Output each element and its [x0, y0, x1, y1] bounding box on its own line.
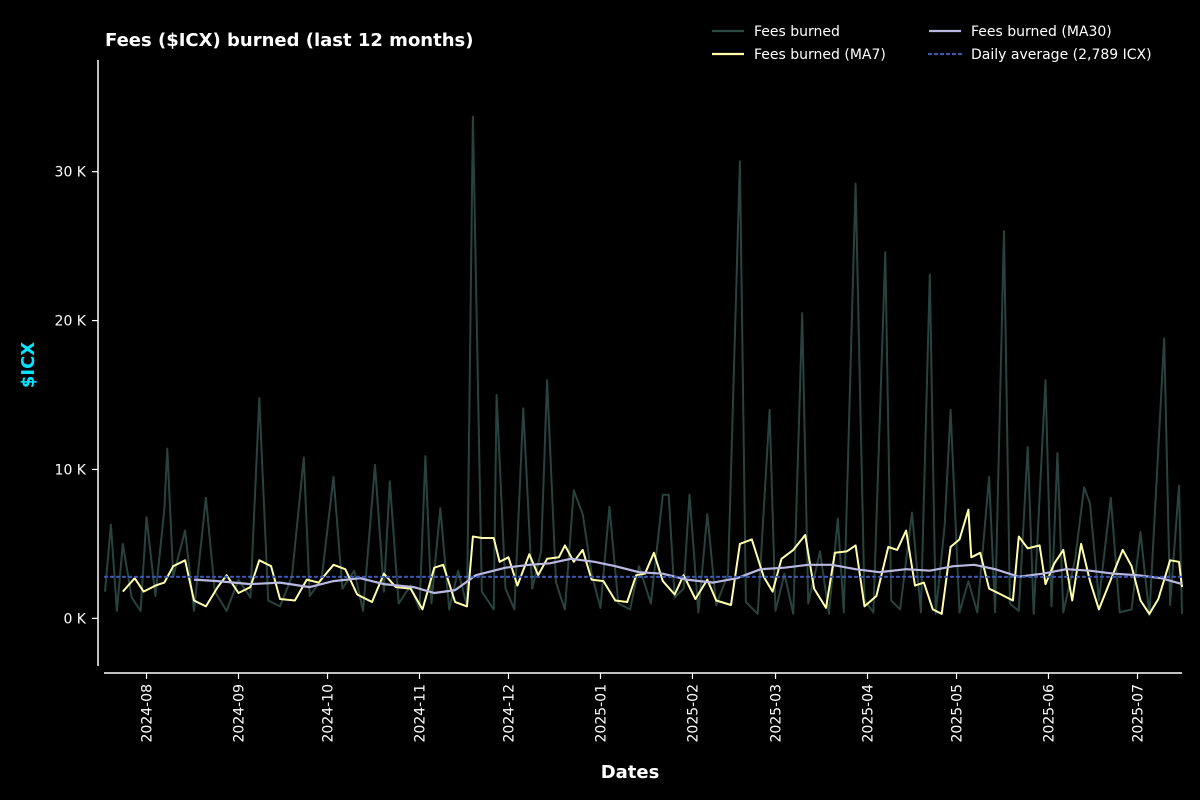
x-tick-label: 2025-06 — [1041, 684, 1057, 743]
y-tick-label: 30 K — [55, 165, 87, 181]
x-axis-title: Dates — [601, 762, 660, 783]
series-line-2 — [122, 508, 1183, 615]
x-tick-label: 2024-10 — [321, 684, 337, 743]
x-tick-label: 2024-09 — [232, 684, 248, 743]
legend-label: Fees burned (MA30) — [971, 24, 1112, 40]
y-ticks: 0 K 10 K 20 K 30 K — [55, 165, 98, 627]
x-tick-label: 2025-04 — [861, 684, 877, 743]
plot-area — [103, 115, 1184, 617]
legend-label: Fees burned (MA7) — [754, 47, 886, 63]
legend-label: Daily average (2,789 ICX) — [971, 47, 1152, 63]
x-tick-label: 2025-05 — [950, 684, 966, 743]
x-tick-label: 2025-03 — [769, 684, 785, 743]
y-tick-label: 20 K — [55, 314, 87, 330]
x-tick-label: 2025-01 — [593, 684, 609, 743]
chart-title: Fees ($ICX) burned (last 12 months) — [105, 30, 473, 51]
x-tick-label: 2025-07 — [1130, 684, 1146, 743]
x-tick-label: 2024-11 — [412, 684, 428, 743]
x-ticks: 2024-08 2024-09 2024-10 2024-11 2024-12 2025-… — [140, 673, 1146, 743]
legend: Fees burned Fees burned (MA7) Fees burned … — [712, 24, 1152, 63]
y-axis-title: $ICX — [18, 342, 39, 388]
legend-label: Fees burned — [754, 24, 840, 40]
x-tick-label: 2024-12 — [502, 684, 518, 743]
y-tick-label: 0 K — [63, 611, 86, 627]
x-tick-label: 2025-02 — [685, 684, 701, 743]
y-tick-label: 10 K — [55, 462, 87, 478]
series-line-1 — [104, 115, 1183, 617]
x-tick-label: 2024-08 — [140, 684, 156, 743]
